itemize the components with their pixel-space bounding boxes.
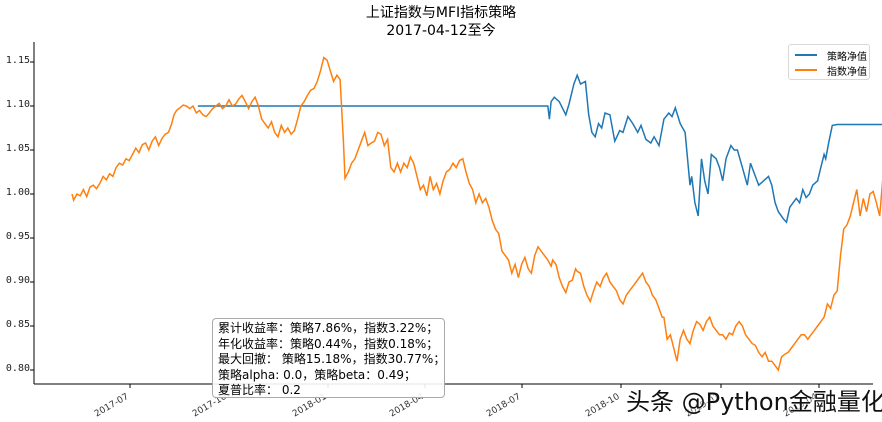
legend-swatch-index bbox=[795, 69, 817, 71]
y-axis-ticks bbox=[30, 61, 34, 371]
chart-title: 上证指数与MFI指标策略 2017-04-12至今 bbox=[0, 4, 882, 40]
y-tick-label: 0.90 bbox=[5, 275, 30, 286]
legend-label-index: 指数净值 bbox=[827, 66, 867, 78]
y-tick-label: 0.85 bbox=[5, 319, 30, 330]
y-tick-label: 0.80 bbox=[5, 363, 30, 374]
stat-annualized-return: 年化收益率：策略0.44%，指数0.18%； bbox=[218, 336, 439, 351]
chart-legend: 策略净值 指数净值 bbox=[788, 44, 870, 80]
y-tick-label: 1.05 bbox=[5, 143, 30, 154]
chart-title-line2: 2017-04-12至今 bbox=[386, 23, 496, 39]
y-tick-label: 1.15 bbox=[5, 55, 30, 66]
legend-item-strategy: 策略净值 bbox=[795, 48, 867, 63]
strategy-nav-line bbox=[197, 73, 882, 224]
watermark-text: 头条 @Python金融量化 bbox=[626, 388, 882, 416]
index-nav-line bbox=[71, 56, 882, 372]
stat-cumulative-return: 累计收益率：策略7.86%，指数3.22%； bbox=[218, 321, 439, 335]
y-tick-label: 1.00 bbox=[5, 187, 30, 198]
stat-max-drawdown: 最大回撤： 策略15.18%，指数30.77%； bbox=[218, 352, 446, 366]
stats-annotation-box: 累计收益率：策略7.86%，指数3.22%； 年化收益率：策略0.44%，指数0… bbox=[212, 318, 445, 398]
stat-sharpe-ratio: 夏普比率： 0.2 bbox=[218, 383, 301, 397]
legend-item-index: 指数净值 bbox=[795, 63, 867, 78]
y-tick-label: 1.10 bbox=[5, 99, 30, 110]
y-tick-label: 0.95 bbox=[5, 231, 30, 242]
stat-alpha-beta: 策略alpha: 0.0，策略beta：0.49； bbox=[218, 367, 416, 382]
legend-swatch-strategy bbox=[795, 54, 817, 56]
chart-title-line1: 上证指数与MFI指标策略 bbox=[365, 5, 517, 21]
legend-label-strategy: 策略净值 bbox=[827, 51, 867, 63]
